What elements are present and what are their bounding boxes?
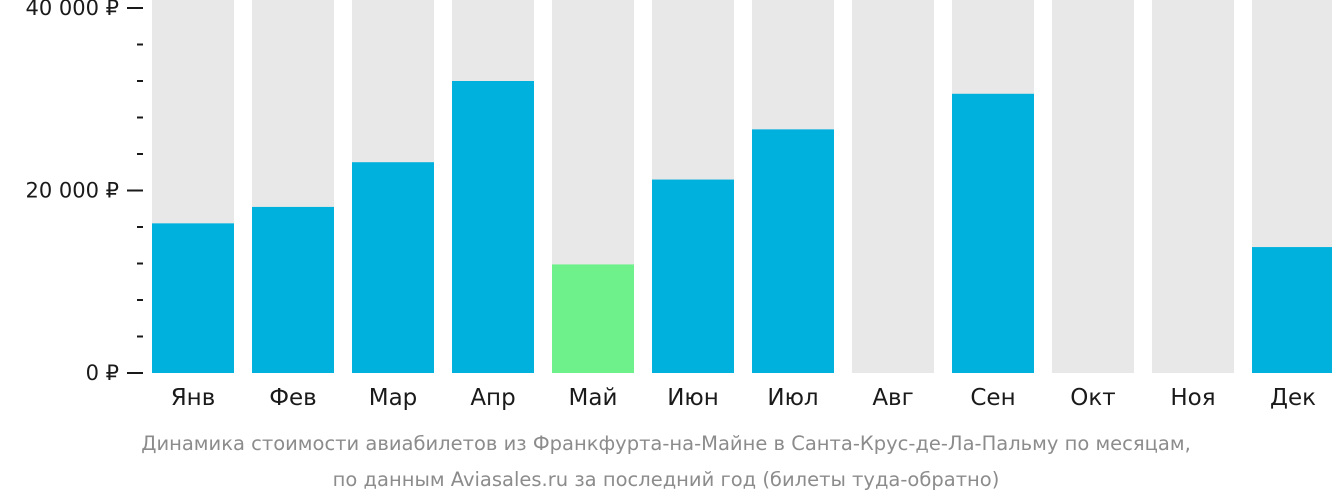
price-bar-4 bbox=[452, 81, 534, 373]
price-bar-2 bbox=[252, 206, 334, 373]
x-tick-label-6: Июн bbox=[667, 385, 719, 411]
y-tick-label-1: 0 ₽ bbox=[86, 361, 119, 385]
x-tick-label-10: Окт bbox=[1070, 385, 1115, 411]
price-bar-12 bbox=[1252, 247, 1332, 373]
background-bar-8 bbox=[852, 0, 934, 373]
price-bar-3 bbox=[352, 162, 434, 373]
background-bar-10 bbox=[1052, 0, 1134, 373]
x-tick-label-7: Июл bbox=[767, 385, 818, 411]
price-bar-6 bbox=[652, 179, 734, 373]
price-bars bbox=[152, 81, 1332, 374]
x-tick-label-1: Янв bbox=[171, 385, 216, 411]
x-tick-label-8: Авг bbox=[872, 385, 913, 411]
x-tick-label-12: Дек bbox=[1270, 385, 1316, 411]
x-tick-label-3: Мар bbox=[369, 385, 418, 411]
x-tick-label-5: Май bbox=[569, 385, 618, 411]
y-tick-label-3: 40 000 ₽ bbox=[25, 0, 119, 20]
y-tick-label-2: 20 000 ₽ bbox=[25, 179, 119, 203]
price-bar-9 bbox=[952, 93, 1034, 374]
y-axis: 0 ₽ 20 000 ₽ 40 000 ₽ bbox=[25, 0, 143, 385]
chart-caption-line-2: по данным Aviasales.ru за последний год … bbox=[332, 468, 1000, 491]
price-bar-chart: 0 ₽ 20 000 ₽ 40 000 ₽ Янв Фев Мар Апр Май Июн Ию… bbox=[25, 0, 1332, 411]
background-bar-11 bbox=[1152, 0, 1234, 373]
x-tick-label-9: Сен bbox=[970, 385, 1015, 411]
chart-caption-line-1: Динамика стоимости авиабилетов из Франкф… bbox=[141, 432, 1191, 455]
x-tick-label-4: Апр bbox=[470, 385, 515, 411]
x-axis-labels: Янв Фев Мар Апр Май Июн Июл Авг Сен Окт Ноя Дек bbox=[171, 385, 1316, 411]
x-tick-label-2: Фев bbox=[269, 385, 317, 411]
price-bar-7 bbox=[752, 129, 834, 373]
price-bar-5 bbox=[552, 264, 634, 373]
price-bar-1 bbox=[152, 223, 234, 373]
x-tick-label-11: Ноя bbox=[1170, 385, 1215, 411]
